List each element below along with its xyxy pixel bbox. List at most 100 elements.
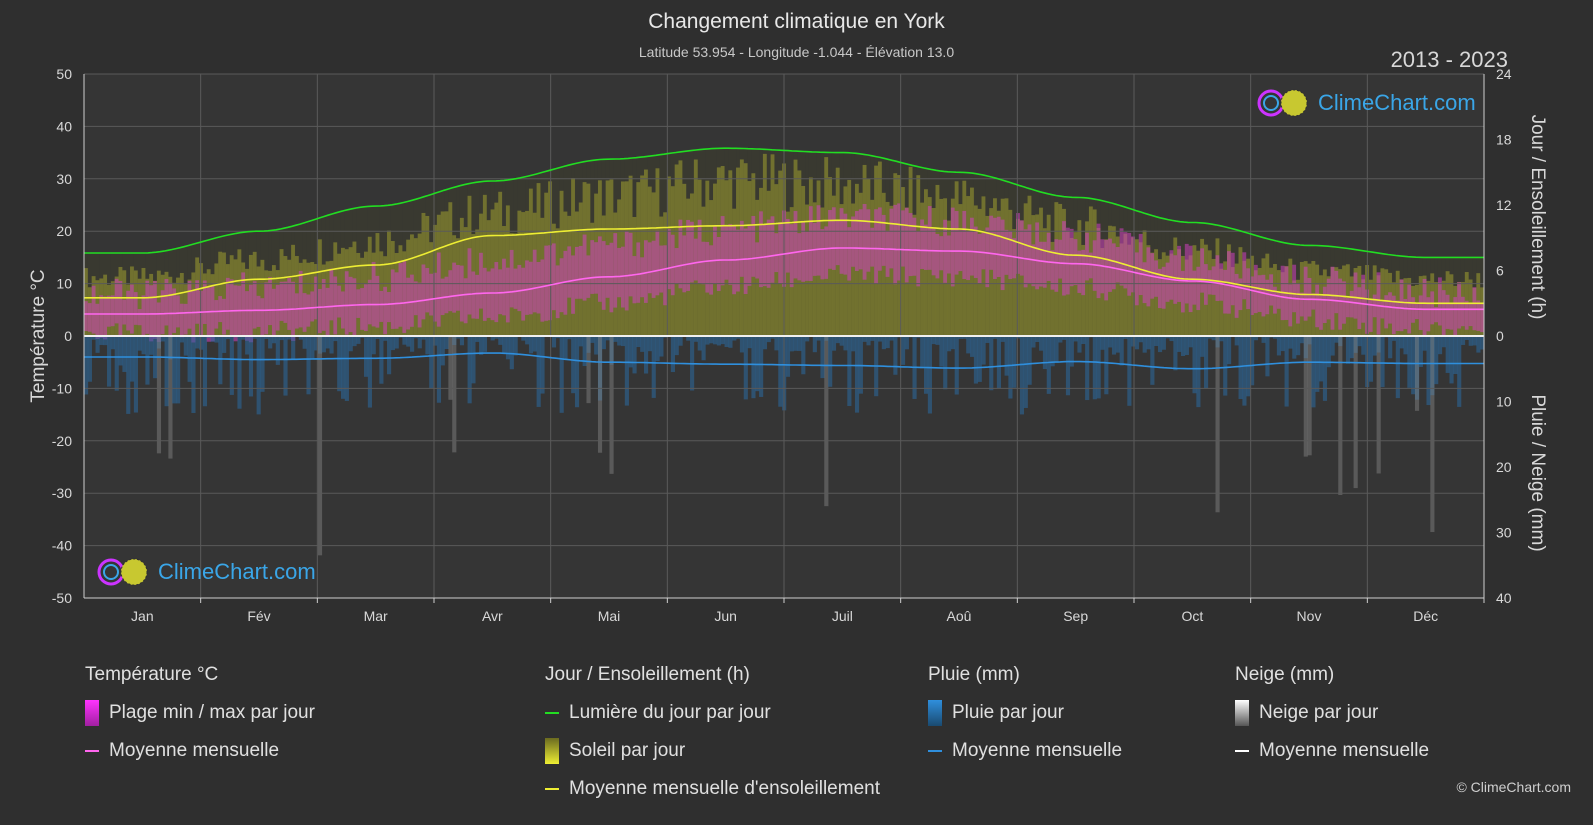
temp-range-bar <box>947 235 952 274</box>
rain-bar <box>578 336 583 347</box>
rain-bar <box>1023 336 1028 408</box>
rain-bar <box>1250 336 1255 386</box>
temp-range-bar <box>225 277 231 330</box>
temp-range-bar <box>690 221 695 283</box>
temp-range-bar <box>1449 303 1454 330</box>
temp-range-bar <box>755 242 760 279</box>
rain-bar <box>571 336 576 394</box>
rain-bar <box>709 336 714 344</box>
temp-range-bar <box>436 252 442 327</box>
temp-range-bar <box>1157 268 1163 309</box>
legend-item: Soleil par jour <box>545 738 880 764</box>
rain-bar <box>563 336 568 361</box>
temp-range-bar <box>1414 302 1420 320</box>
sunshine-bar <box>1019 220 1025 336</box>
logo-bottom[interactable]: ClimeChart.com <box>96 556 316 588</box>
temp-range-bar <box>751 215 756 277</box>
rain-bar <box>877 336 883 342</box>
x-tick-label: Sep <box>1063 608 1088 624</box>
rain-bar <box>1065 336 1071 396</box>
temp-range-bar <box>187 280 192 329</box>
y-left-tick-label: -20 <box>52 433 72 449</box>
temp-range-bar <box>413 281 418 316</box>
legend-header: Pluie (mm) <box>928 664 1020 685</box>
rain-bar <box>268 336 273 349</box>
temp-range-bar <box>248 284 254 343</box>
rain-bar <box>1111 336 1117 355</box>
temp-range-bar <box>329 268 334 321</box>
rain-bar <box>582 336 587 367</box>
temp-range-bar <box>459 265 465 322</box>
temp-range-bar <box>563 250 568 315</box>
rain-bar <box>402 336 407 345</box>
temp-range-bar <box>1054 239 1059 292</box>
rain-bar <box>195 336 200 349</box>
temp-range-bar <box>1180 270 1186 313</box>
rain-bar <box>521 336 526 341</box>
y-left-tick-label: -10 <box>52 380 72 396</box>
temp-range-bar <box>99 295 104 338</box>
rain-bar <box>1204 336 1209 389</box>
copyright: © ClimeChart.com <box>1456 779 1571 795</box>
rain-bar <box>1422 336 1427 351</box>
x-tick-label: Déc <box>1413 608 1438 624</box>
temp-range-bar <box>824 226 829 279</box>
temp-range-bar <box>260 298 265 336</box>
rain-bar <box>406 336 411 347</box>
temp-range-bar <box>640 257 645 298</box>
rain-bar <box>1426 336 1431 406</box>
rain-bar <box>87 336 92 382</box>
temp-range-bar <box>1073 239 1078 286</box>
temp-range-bar <box>486 271 491 318</box>
temp-range-bar <box>778 222 783 284</box>
rain-bar <box>1453 336 1458 375</box>
logo-top[interactable]: ClimeChart.com <box>1256 87 1476 119</box>
rain-bar <box>678 336 683 346</box>
temp-range-bar <box>1265 279 1270 315</box>
rain-bar <box>333 336 338 342</box>
rain-bar <box>1334 336 1339 343</box>
temp-range-bar <box>682 235 687 293</box>
temp-range-bar <box>1058 239 1063 279</box>
temp-range-bar <box>279 281 284 321</box>
rain-bar <box>609 336 614 365</box>
rain-bar <box>601 336 606 350</box>
temp-range-bar <box>785 218 791 273</box>
temp-range-bar <box>728 224 733 285</box>
temp-range-bar <box>160 290 165 335</box>
rain-bar <box>1464 336 1469 340</box>
rain-bar <box>436 336 442 403</box>
rain-bar <box>1119 336 1124 366</box>
temp-range-bar <box>241 272 246 336</box>
rain-bar <box>1445 336 1450 373</box>
temp-range-bar <box>551 243 557 311</box>
rain-bar <box>1357 336 1362 347</box>
temp-range-bar <box>1376 272 1381 335</box>
temp-range-bar <box>498 269 503 315</box>
rain-bar <box>1100 336 1105 350</box>
rain-bar <box>659 336 664 357</box>
legend-sun: Jour / Ensoleillement (h) Lumière du jou… <box>545 664 880 816</box>
temp-range-bar <box>716 236 722 292</box>
temp-range-bar <box>1200 248 1205 293</box>
rain-swatch <box>928 700 942 726</box>
temp-range-bar <box>456 264 461 311</box>
chart-subtitle: Latitude 53.954 - Longitude -1.044 - Élé… <box>638 44 955 60</box>
snow-bar <box>1338 336 1343 495</box>
temp-range-bar <box>321 279 326 331</box>
rain-bar <box>590 336 595 343</box>
rain-bar <box>1123 336 1128 339</box>
temp-range-bar <box>605 245 610 298</box>
rain-bar <box>1460 336 1466 345</box>
rain-bar <box>310 336 315 359</box>
y-right-top-tick-label: 6 <box>1496 263 1504 279</box>
rain-bar <box>325 336 330 349</box>
temp-range-bar <box>417 282 422 328</box>
rain-bar <box>344 336 349 401</box>
temp-range-bar <box>1319 295 1324 330</box>
rain-bar <box>1338 336 1343 347</box>
rain-bar <box>640 336 645 352</box>
temp-range-bar <box>893 204 898 285</box>
temp-range-bar <box>966 230 971 281</box>
rain-bar <box>1399 336 1404 349</box>
